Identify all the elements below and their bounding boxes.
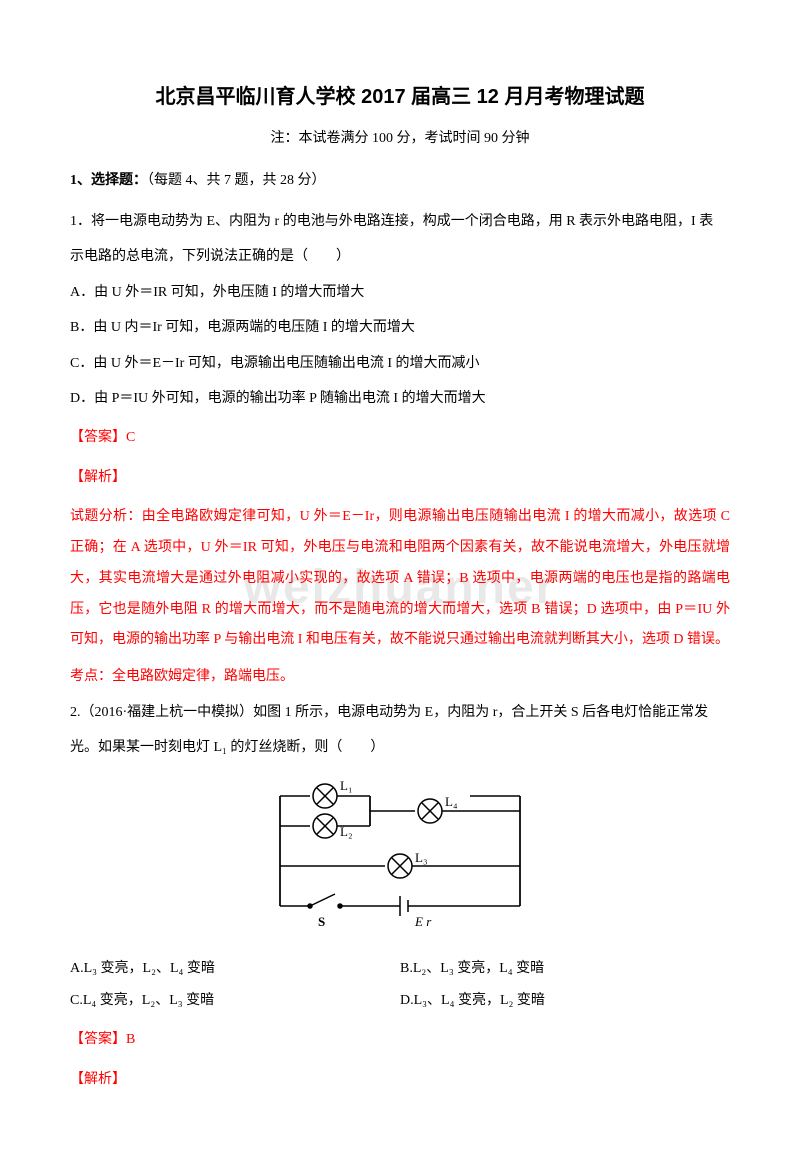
label-l1: L₁ bbox=[340, 778, 352, 793]
exam-note: 注：本试卷满分 100 分，考试时间 90 分钟 bbox=[70, 127, 730, 147]
section-header: 1、选择题：（每题 4、共 7 题，共 28 分） bbox=[70, 169, 730, 189]
q2-options-row1: A.L₃ 变亮，L₂、L₄ 变暗 B.L₂、L₃ 变亮，L₄ 变暗 bbox=[70, 955, 730, 983]
q2-explain-label: 【解析】 bbox=[70, 1065, 730, 1094]
q1-option-a: A．由 U 外＝IR 可知，外电压随 I 的增大而增大 bbox=[70, 278, 730, 307]
q1-explain-label: 【解析】 bbox=[70, 463, 730, 492]
label-l4: L₄ bbox=[445, 794, 458, 809]
label-s: S bbox=[318, 914, 325, 929]
q2-option-c: C.L₄ 变亮，L₂、L₃ 变暗 bbox=[70, 987, 400, 1015]
q2-option-a: A.L₃ 变亮，L₂、L₄ 变暗 bbox=[70, 955, 400, 983]
section-header-rest: （每题 4、共 7 题，共 28 分） bbox=[147, 173, 326, 188]
section-header-bold: 1、选择题： bbox=[70, 173, 147, 188]
circuit-diagram: L₁ L₂ L₄ L₃ S E r bbox=[70, 776, 730, 941]
label-er: E r bbox=[414, 914, 432, 929]
q1-stem-line2: 示电路的总电流，下列说法正确的是（ ） bbox=[70, 242, 730, 271]
q1-option-c: C．由 U 外＝E－Ir 可知，电源输出电压随输出电流 I 的增大而减小 bbox=[70, 349, 730, 378]
q1-explain-body: 试题分析：由全电路欧姆定律可知，U 外＝E－Ir，则电源输出电压随输出电流 I … bbox=[70, 502, 730, 656]
q2-stem-line1: 2.（2016·福建上杭一中模拟）如图 1 所示，电源电动势为 E，内阻为 r，… bbox=[70, 698, 730, 727]
q2-option-b: B.L₂、L₃ 变亮，L₄ 变暗 bbox=[400, 955, 730, 983]
q1-option-d: D．由 P＝IU 外可知，电源的输出功率 P 随输出电流 I 的增大而增大 bbox=[70, 384, 730, 413]
q1-topic: 考点：全电路欧姆定律，路端电压。 bbox=[70, 662, 730, 691]
q2-options-row2: C.L₄ 变亮，L₂、L₃ 变暗 D.L₃、L₄ 变亮，L₂ 变暗 bbox=[70, 987, 730, 1015]
q2-stem-line2: 光。如果某一时刻电灯 L₁ 的灯丝烧断，则（ ） bbox=[70, 733, 730, 762]
label-l2: L₂ bbox=[340, 824, 352, 839]
label-l3: L₃ bbox=[415, 850, 427, 865]
q1-stem-line1: 1．将一电源电动势为 E、内阻为 r 的电池与外电路连接，构成一个闭合电路，用 … bbox=[70, 207, 730, 236]
q2-answer: 【答案】B bbox=[70, 1025, 730, 1054]
q2-option-d: D.L₃、L₄ 变亮，L₂ 变暗 bbox=[400, 987, 730, 1015]
page-title: 北京昌平临川育人学校 2017 届高三 12 月月考物理试题 bbox=[70, 80, 730, 109]
q1-answer: 【答案】C bbox=[70, 423, 730, 452]
q1-option-b: B．由 U 内＝Ir 可知，电源两端的电压随 I 的增大而增大 bbox=[70, 313, 730, 342]
